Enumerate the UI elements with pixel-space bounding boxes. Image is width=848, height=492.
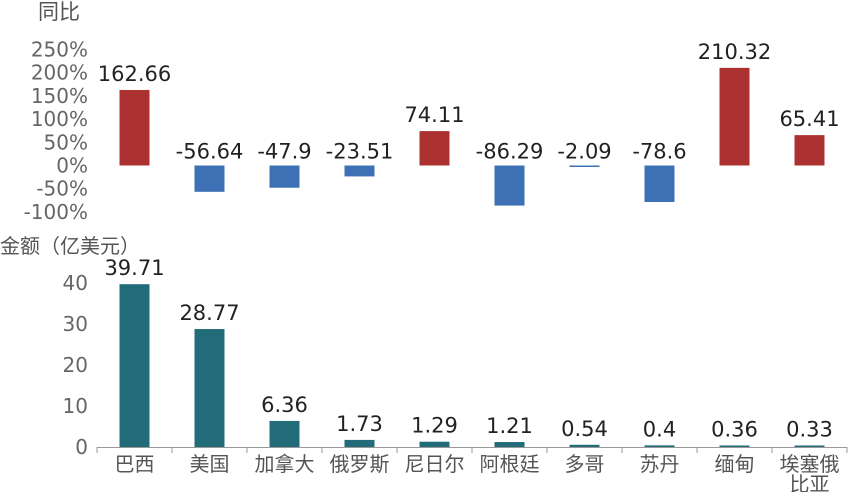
y-tick-label: -100% — [24, 200, 88, 224]
yoy-chart: 同比 250%200%150%100%50%0%-50%-100% 162.66 -5… — [24, 0, 840, 224]
bar — [719, 67, 750, 166]
bar — [194, 329, 225, 447]
bar — [794, 135, 825, 166]
bar — [569, 165, 600, 167]
data-label: 1.21 — [486, 414, 533, 438]
x-tick-label: 俄罗斯 — [330, 452, 390, 476]
x-tick-label: 美国 — [190, 452, 230, 476]
bar — [644, 445, 675, 447]
bar — [419, 441, 450, 447]
data-label: -86.29 — [476, 140, 544, 164]
bar — [194, 165, 225, 192]
bar — [569, 444, 600, 447]
y-tick-label: 200% — [31, 61, 88, 85]
y-tick-label: 10 — [63, 394, 88, 418]
x-tick-label: 尼日尔 — [405, 452, 465, 476]
x-tick-label: 加拿大 — [255, 452, 315, 476]
data-label: 0.33 — [786, 418, 833, 442]
data-label: -47.9 — [257, 140, 311, 164]
x-tick-label: 巴西 — [115, 452, 155, 476]
bar — [419, 131, 450, 166]
data-label: -2.09 — [557, 140, 611, 164]
data-label: 65.41 — [779, 107, 839, 131]
y-axis-title: 金额（亿美元） — [0, 234, 140, 258]
bar — [269, 165, 300, 188]
bar — [119, 89, 150, 166]
data-label: 0.4 — [643, 417, 676, 441]
bar — [344, 439, 375, 447]
y-tick-label: 150% — [31, 84, 88, 108]
x-tick-label: 苏丹 — [640, 452, 680, 476]
x-tick-label: 阿根廷 — [480, 452, 540, 476]
y-tick-label: 30 — [63, 312, 88, 336]
y-tick-label: 100% — [31, 107, 88, 131]
bar — [344, 165, 375, 177]
data-label: 162.66 — [98, 62, 171, 86]
data-label: 6.36 — [261, 393, 308, 417]
x-tick-label: 缅甸 — [715, 452, 755, 476]
data-label: 210.32 — [698, 40, 771, 64]
data-label: 1.73 — [336, 412, 383, 436]
bar — [119, 284, 150, 447]
data-label: 28.77 — [179, 301, 239, 325]
data-label: -78.6 — [632, 140, 686, 164]
data-label: 74.11 — [404, 103, 464, 127]
data-label: -56.64 — [176, 140, 244, 164]
bar — [794, 445, 825, 447]
y-tick-label: 0% — [56, 154, 88, 178]
y-tick-label: 250% — [31, 37, 88, 61]
data-label: -23.51 — [326, 140, 394, 164]
y-tick-label: 50% — [44, 130, 88, 154]
data-label: 1.29 — [411, 414, 458, 438]
bar — [494, 165, 525, 206]
bar — [719, 445, 750, 447]
data-label: 39.71 — [104, 256, 164, 280]
y-tick-label: 0 — [75, 435, 88, 459]
x-tick-label: 埃塞俄比亚 — [780, 452, 840, 492]
x-tick-label: 多哥 — [565, 452, 605, 476]
y-axis-title: 同比 — [38, 0, 80, 24]
bar — [494, 442, 525, 447]
amount-chart: 金额（亿美元） 40 30 20 10 0 39.71 巴西 28.77 美国 6.36 加拿大 1.7… — [0, 234, 848, 492]
y-tick-label: 40 — [63, 271, 88, 295]
bar — [269, 420, 300, 447]
data-label: 0.36 — [711, 418, 758, 442]
data-label: 0.54 — [561, 417, 608, 441]
y-tick-label: -50% — [36, 177, 88, 201]
bar — [644, 165, 675, 202]
y-tick-label: 20 — [63, 353, 88, 377]
